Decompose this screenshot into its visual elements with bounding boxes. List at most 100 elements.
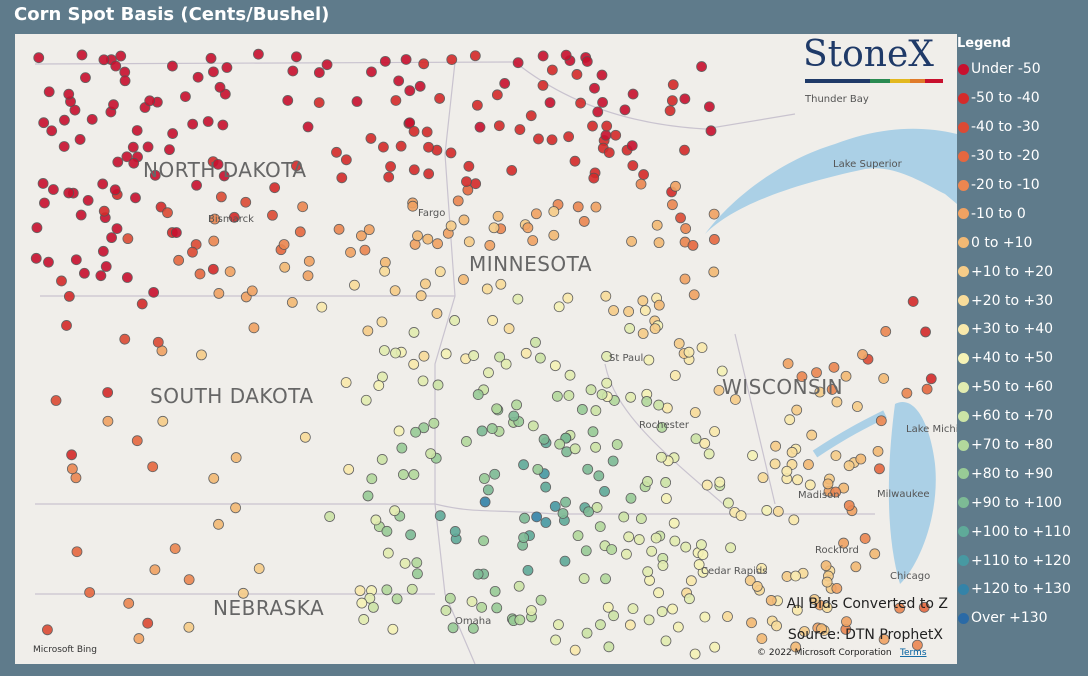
point: [814, 386, 826, 398]
point: [669, 370, 681, 381]
legend-swatch: [958, 352, 969, 364]
point: [804, 479, 816, 491]
point: [393, 425, 405, 437]
point: [208, 235, 220, 247]
map: StoneX NORTH DAKOTA MINNESOTA SOUTH DAKOTA…: [15, 34, 957, 664]
point: [828, 361, 840, 373]
point: [708, 234, 720, 245]
point: [699, 611, 711, 623]
point: [421, 126, 433, 138]
point: [840, 370, 852, 382]
point: [208, 472, 220, 484]
point: [587, 120, 598, 132]
point: [624, 619, 636, 631]
point: [761, 505, 773, 516]
point: [97, 245, 109, 257]
point: [578, 216, 590, 227]
point: [705, 125, 717, 137]
point: [406, 583, 418, 595]
point: [461, 436, 472, 447]
point: [106, 232, 117, 244]
place-label: Fargo: [418, 208, 445, 219]
point: [194, 268, 206, 280]
point: [894, 602, 906, 614]
point: [213, 518, 224, 530]
point: [610, 129, 622, 141]
legend-swatch: [958, 63, 969, 75]
point: [590, 441, 601, 453]
point: [98, 54, 110, 66]
point: [303, 255, 315, 267]
point: [431, 308, 443, 319]
point: [550, 634, 562, 646]
point: [901, 387, 913, 399]
point: [680, 223, 692, 234]
point: [393, 75, 405, 87]
point: [297, 201, 309, 213]
point: [656, 606, 668, 617]
point: [170, 227, 182, 238]
legend-swatch: [958, 179, 969, 191]
place-label: Milwaukee: [877, 489, 930, 500]
legend-label: +30 to +40: [971, 321, 1054, 338]
terms-link[interactable]: Terms: [899, 648, 927, 658]
point: [607, 455, 619, 467]
point: [699, 438, 711, 449]
point: [212, 158, 224, 170]
point: [791, 404, 803, 416]
point: [756, 633, 768, 645]
point: [790, 570, 802, 582]
point: [336, 172, 348, 184]
point: [316, 301, 328, 313]
point: [98, 205, 110, 217]
point: [398, 469, 409, 480]
legend-item: +100 to +110: [957, 517, 1088, 546]
point: [646, 545, 658, 557]
point: [704, 101, 715, 113]
point: [601, 351, 613, 362]
legend-swatch: [958, 468, 969, 480]
point: [121, 272, 133, 283]
point: [627, 88, 639, 100]
legend-item: -30 to -20: [957, 142, 1088, 171]
point: [360, 394, 372, 406]
point: [576, 404, 588, 415]
point: [597, 96, 608, 108]
point: [279, 261, 291, 273]
point: [418, 350, 430, 362]
point: [708, 208, 720, 220]
point: [494, 351, 506, 363]
place-label: Rockford: [815, 545, 859, 556]
point: [491, 89, 503, 101]
point: [390, 347, 401, 359]
point: [349, 279, 360, 291]
point: [383, 171, 395, 183]
point: [147, 461, 159, 473]
point: [641, 396, 653, 407]
legend-label: +110 to +120: [971, 552, 1071, 569]
point: [463, 236, 475, 248]
point: [313, 67, 325, 78]
point: [782, 358, 794, 369]
legend-label: +90 to +100: [971, 494, 1062, 511]
point: [291, 160, 302, 172]
point: [214, 81, 226, 93]
point: [588, 172, 600, 184]
point: [670, 180, 681, 192]
point: [544, 97, 556, 109]
point: [770, 440, 782, 452]
logo-bar: [925, 79, 943, 83]
point: [253, 563, 265, 574]
point: [563, 131, 575, 143]
point: [756, 562, 768, 574]
point: [713, 384, 725, 396]
point: [572, 201, 584, 213]
point: [112, 156, 124, 168]
place-label: Cedar Rapids: [701, 566, 767, 577]
point: [546, 134, 558, 146]
point: [479, 473, 490, 484]
point: [381, 584, 393, 596]
point: [299, 431, 311, 443]
point: [489, 468, 501, 480]
point: [920, 326, 931, 338]
